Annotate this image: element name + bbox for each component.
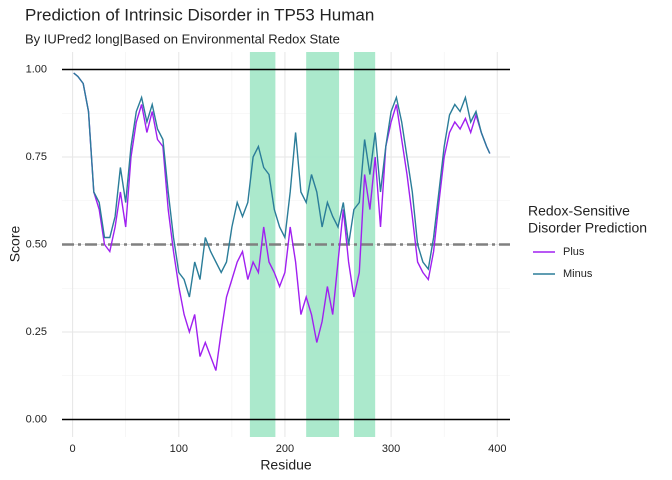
legend-label: Minus xyxy=(563,268,593,280)
y-tick-label: 0.25 xyxy=(26,326,47,338)
legend-title: Redox-Sensitive xyxy=(528,203,630,219)
y-tick-label: 0.00 xyxy=(26,413,47,425)
x-tick-label: 200 xyxy=(276,443,294,455)
x-tick-label: 0 xyxy=(70,443,76,455)
series-line xyxy=(73,72,491,298)
legend-label: Plus xyxy=(563,246,585,258)
y-tick-label: 1.00 xyxy=(26,63,47,75)
x-tick-label: 100 xyxy=(170,443,188,455)
x-tick-label: 400 xyxy=(488,443,506,455)
x-tick-label: 300 xyxy=(382,443,400,455)
chart-title: Prediction of Intrinsic Disorder in TP53… xyxy=(25,5,374,24)
series-line xyxy=(73,72,491,371)
legend-title: Disorder Prediction xyxy=(528,220,647,236)
y-axis-title: Score xyxy=(7,226,23,263)
x-axis-title: Residue xyxy=(260,457,312,473)
y-tick-label: 0.75 xyxy=(26,151,47,163)
y-tick-label: 0.50 xyxy=(26,238,47,250)
chart-subtitle: By IUPred2 long|Based on Environmental R… xyxy=(25,31,340,46)
